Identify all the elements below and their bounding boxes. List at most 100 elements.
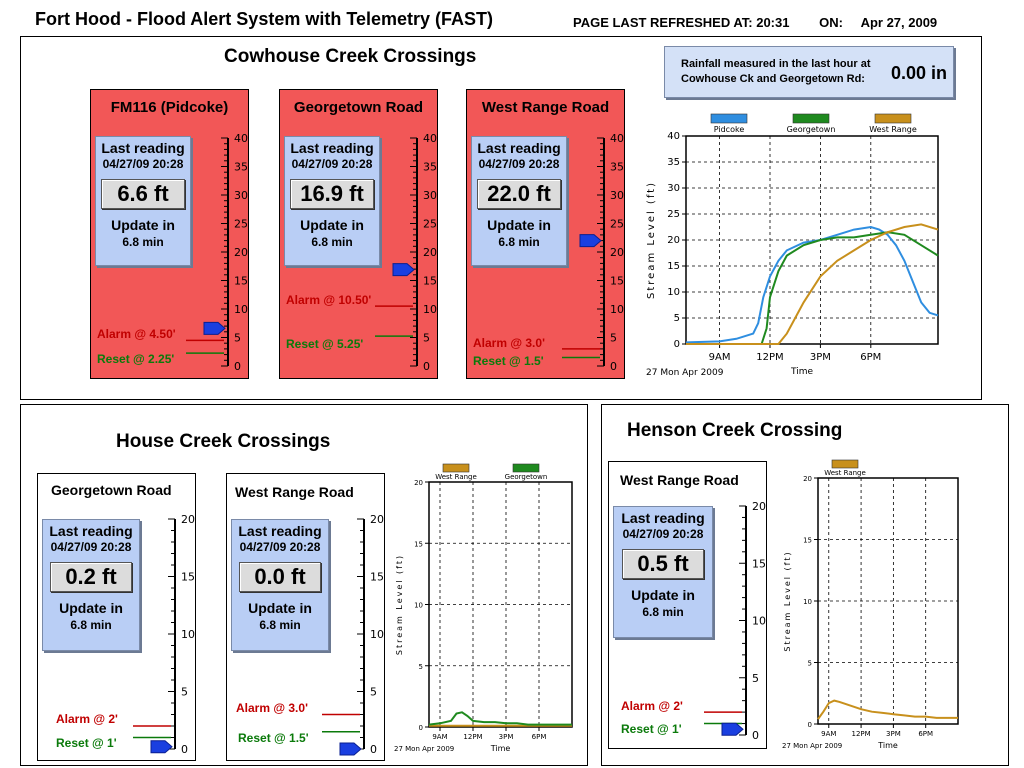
- alarm-label: Alarm @ 2': [621, 699, 683, 713]
- scale-tick-label: 0: [234, 360, 241, 373]
- level-pointer-icon: [721, 722, 744, 736]
- x-tick-label: 3PM: [886, 730, 901, 738]
- y-tick-label: 15: [667, 261, 680, 272]
- level-value: 22.0 ft: [477, 179, 561, 209]
- rainfall-box: Rainfall measured in the last hour at Co…: [664, 46, 954, 98]
- scale-tick-label: 0: [752, 729, 759, 742]
- reading-box: Last reading 04/27/09 20:28 0.5 ft Updat…: [613, 506, 713, 638]
- scale-tick-label: 15: [234, 275, 248, 288]
- legend-label: Pidcoke: [714, 125, 745, 134]
- gauge-name: West Range Road: [620, 472, 739, 488]
- reading-box: Last reading 04/27/09 20:28 6.6 ft Updat…: [95, 136, 191, 266]
- y-tick-label: 35: [667, 157, 680, 168]
- y-axis-title: Stream Level (ft): [395, 554, 404, 655]
- rainfall-text-line1: Rainfall measured in the last hour at: [681, 58, 871, 70]
- cowhouse-level-chart: 0 5 10 15 20 25 30 35 40 9AM 12PM 3PM 6PM Pidcoke Geor…: [646, 113, 939, 378]
- x-tick-label: 6PM: [860, 352, 881, 363]
- update-label: Update in: [59, 600, 123, 616]
- alarm-label: Alarm @ 3.0': [473, 336, 545, 350]
- henson-level-chart: 0 5 10 15 20 9AM 12PM 3PM 6PM West Range Stream Le…: [782, 459, 959, 750]
- series-line: [428, 711, 572, 726]
- last-reading-label: Last reading: [101, 140, 185, 156]
- scale-tick-label: 10: [370, 628, 384, 641]
- alarm-label: Alarm @ 10.50': [286, 293, 372, 307]
- y-tick-label: 0: [674, 339, 680, 350]
- y-tick-label: 20: [667, 235, 680, 246]
- scale-tick-label: 10: [423, 303, 437, 316]
- update-minutes: 6.8 min: [642, 605, 684, 619]
- series-line: [817, 699, 958, 720]
- house-title: House Creek Crossings: [116, 431, 331, 452]
- reading-time: 04/27/09 20:28: [478, 157, 560, 171]
- rainfall-amount: 0.00 in: [890, 63, 947, 83]
- level-value: 0.0 ft: [239, 562, 321, 592]
- scale-tick-label: 40: [610, 132, 624, 145]
- reset-label: Reset @ 5.25': [286, 337, 364, 351]
- level-scale: 0 5 10 15 20 25 30 35 40: [186, 132, 248, 373]
- level-value: 0.5 ft: [622, 549, 704, 579]
- x-axis-title: Time: [490, 744, 511, 753]
- gauge-panel-house-georgetown: Georgetown Road Last reading 04/27/09 20…: [37, 473, 196, 761]
- refresh-date: Apr 27, 2009: [860, 15, 938, 30]
- house-section: [20, 404, 588, 766]
- last-reading-label: Last reading: [290, 140, 374, 156]
- y-tick-label: 10: [803, 598, 812, 606]
- gauge-panel-fm116: FM116 (Pidcoke) Last reading 04/27/09 20…: [90, 89, 249, 379]
- legend-label: Georgetown: [787, 125, 836, 134]
- alarm-label: Alarm @ 4.50': [97, 327, 176, 341]
- update-minutes: 6.8 min: [122, 235, 164, 249]
- update-minutes: 6.8 min: [70, 618, 112, 632]
- reading-box: Last reading 04/27/09 20:28 16.9 ft Upda…: [284, 136, 380, 266]
- level-pointer-icon: [392, 263, 415, 277]
- gauge-panel-house-west-range: West Range Road Last reading 04/27/09 20…: [226, 473, 385, 761]
- alarm-label: Alarm @ 3.0': [236, 701, 308, 715]
- y-tick-label: 20: [803, 475, 812, 483]
- update-label: Update in: [487, 217, 551, 233]
- reading-box: Last reading 04/27/09 20:28 0.2 ft Updat…: [42, 519, 140, 651]
- y-tick-label: 25: [667, 209, 680, 220]
- scale-tick-label: 30: [423, 189, 437, 202]
- reading-box: Last reading 04/27/09 20:28 22.0 ft Upda…: [471, 136, 567, 266]
- legend-label: West Range: [869, 125, 917, 134]
- y-axis-title: Stream Level (ft): [646, 181, 657, 299]
- chart-date-label: 27 Mon Apr 2009: [782, 742, 842, 750]
- update-label: Update in: [111, 217, 175, 233]
- alarm-label: Alarm @ 2': [56, 712, 118, 726]
- reading-time: 04/27/09 20:28: [622, 527, 704, 541]
- update-minutes: 6.8 min: [498, 235, 540, 249]
- reset-label: Reset @ 1.5': [473, 354, 544, 368]
- reset-label: Reset @ 2.25': [97, 352, 175, 366]
- scale-tick-label: 25: [610, 218, 624, 231]
- scale-tick-label: 40: [423, 132, 437, 145]
- plot-area: [428, 481, 573, 728]
- last-reading-label: Last reading: [477, 140, 561, 156]
- scale-tick-label: 10: [752, 615, 766, 628]
- level-scale: 0 5 10 15 20 25 30 35 40: [562, 132, 624, 373]
- page-title: Fort Hood - Flood Alert System with Tele…: [35, 9, 494, 29]
- legend-swatch: [710, 113, 748, 124]
- reading-time: 04/27/09 20:28: [239, 540, 321, 554]
- legend-swatch: [512, 463, 540, 473]
- scale-tick-label: 5: [610, 332, 617, 345]
- scale-tick-label: 20: [234, 246, 248, 259]
- scale-tick-label: 20: [752, 500, 766, 513]
- scale-tick-label: 5: [234, 332, 241, 345]
- level-scale: 0 5 10 15 20: [133, 513, 195, 756]
- level-pointer-icon: [339, 742, 362, 756]
- rainfall-text: Rainfall measured in the last hour at Co…: [681, 57, 871, 87]
- scale-tick-label: 10: [234, 303, 248, 316]
- scale-tick-label: 5: [370, 686, 377, 699]
- update-minutes: 6.8 min: [311, 235, 353, 249]
- chart-date-label: 27 Mon Apr 2009: [646, 368, 724, 378]
- refreshed-label: PAGE LAST REFRESHED AT: 20:31: [573, 15, 790, 30]
- x-tick-label: 3PM: [499, 733, 514, 741]
- gauge-panel-georgetown: Georgetown Road Last reading 04/27/09 20…: [279, 89, 438, 379]
- gauge-name: Georgetown Road: [293, 99, 424, 116]
- legend-label: Georgetown: [505, 473, 548, 481]
- scale-tick-label: 15: [752, 557, 766, 570]
- scale-tick-label: 30: [234, 189, 248, 202]
- scale-tick-label: 5: [423, 332, 430, 345]
- y-tick-label: 10: [667, 287, 680, 298]
- x-tick-label: 9AM: [709, 352, 731, 363]
- x-tick-label: 9AM: [432, 733, 447, 741]
